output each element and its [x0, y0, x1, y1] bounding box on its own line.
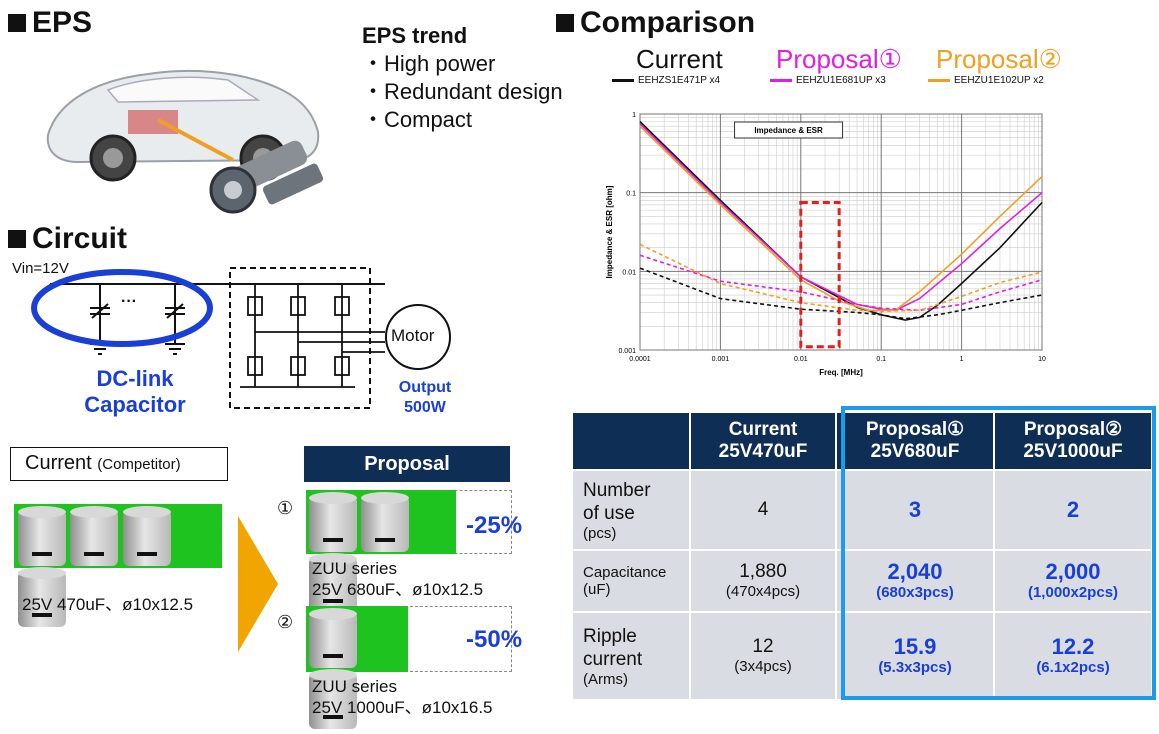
series-line-esr — [639, 267, 1043, 320]
capacitor-icon — [309, 492, 357, 552]
proposal1-capacitor-board — [306, 490, 456, 613]
y-tick-label: 0.001 — [618, 348, 636, 355]
chart-title: Impedance & ESR — [754, 126, 823, 135]
row-header: Ripple current (Arms) — [571, 611, 691, 701]
row-header: Number of use (pcs) — [571, 469, 691, 551]
comparison-table: Current 25V470uF Proposal① 25V680uF Propos… — [571, 411, 1153, 701]
capacitor-icon — [18, 506, 66, 566]
table-cell: 15.9 (5.3x3pcs) — [835, 611, 995, 701]
x-tick-label: 10 — [1038, 356, 1046, 363]
capacitor-icon — [18, 567, 66, 627]
bullet-square-icon — [8, 230, 26, 248]
capacitor-ellipsis: ··· — [121, 293, 137, 310]
table-header-cell: Current 25V470uF — [689, 411, 837, 471]
reduction-percent: -50% — [466, 626, 523, 653]
vin-label: Vin=12V — [12, 260, 69, 277]
arrow-right-icon — [238, 516, 278, 652]
table-header-cell: Proposal① 25V680uF — [835, 411, 995, 471]
x-tick-label: 0.01 — [794, 356, 808, 363]
x-tick-label: 1 — [960, 356, 964, 363]
circuit-diagram — [31, 267, 451, 409]
dc-link-capacitor-label: DC-link Capacitor — [84, 366, 186, 417]
bullet-square-icon — [8, 14, 26, 32]
current-competitor-box: Current (Competitor) — [10, 447, 228, 481]
chart-title-box — [734, 121, 844, 139]
trend-item: ・Redundant design — [362, 79, 563, 104]
x-tick-label: 0.001 — [712, 356, 730, 363]
y-tick-label: 0.1 — [626, 191, 636, 198]
eps-heading: EPS — [8, 6, 92, 40]
table-cell: 2 — [993, 469, 1153, 551]
competitor-capacitor-board — [14, 504, 222, 627]
table-header-cell — [571, 411, 691, 471]
highlight-frequency-box — [799, 200, 841, 349]
eps-trend-title: EPS trend — [362, 23, 468, 48]
table-cell: 2,000 (1,000x2pcs) — [993, 549, 1153, 613]
capacitor-icon — [361, 492, 410, 552]
proposal-option-number: ① — [277, 498, 294, 518]
proposal-option-spec: ZUU series 25V 680uF、ø10x12.5 — [312, 559, 484, 599]
table-row: Capacitance (uF) 1,880 (470x4pcs) 2,040 (6… — [571, 549, 1153, 613]
x-tick-label: 0.0001 — [629, 356, 651, 363]
output-label: Output 500W — [398, 379, 452, 416]
table-header-cell: Proposal② 25V1000uF — [993, 411, 1153, 471]
circuit-heading: Circuit — [8, 222, 127, 256]
proposal-option-spec: ZUU series 25V 1000uF、ø10x16.5 — [312, 677, 493, 717]
legend-current: Current EEHZS1E471P x4 — [612, 44, 723, 86]
legend-proposal1: Proposal① EEHZU1E681UP x3 — [770, 44, 902, 86]
eps-trend-block: EPS trend ・High power ・Redundant design … — [362, 22, 563, 134]
table-cell: 12 (3x4pcs) — [689, 611, 837, 701]
row-header: Capacitance (uF) — [571, 549, 691, 613]
table-cell: 4 — [689, 469, 837, 551]
capacitor-icon — [309, 608, 357, 668]
bullet-square-icon — [556, 14, 574, 32]
capacitor-icon — [122, 506, 171, 566]
series-line-impedance — [639, 125, 1043, 312]
y-tick-label: 0.01 — [622, 269, 636, 276]
y-tick-label: 1 — [632, 112, 636, 119]
trend-item: ・High power — [362, 51, 496, 76]
legend-proposal2: Proposal② EEHZU1E102UP x2 — [928, 44, 1062, 86]
table-header-row: Current 25V470uF Proposal① 25V680uF Propos… — [571, 411, 1153, 471]
x-axis-label: Freq. [MHz] — [819, 368, 863, 377]
legend-swatch — [612, 79, 634, 82]
impedance-esr-chart: 0.0001 0.001 0.01 0.1 1 1010.10.010.001Freq. … — [605, 112, 1046, 377]
proposal2-capacitor-board — [306, 606, 408, 729]
comparison-heading: Comparison — [556, 6, 755, 40]
reduction-percent: -25% — [466, 512, 523, 539]
legend-swatch — [770, 79, 792, 82]
proposal-highlight-frame — [841, 406, 1156, 700]
table-row: Number of use (pcs) 4 3 2 — [571, 469, 1153, 551]
table-cell: 2,040 (680x3pcs) — [835, 549, 995, 613]
table-cell: 3 — [835, 469, 995, 551]
table-row: Ripple current (Arms) 12 (3x4pcs) 15.9 (5.… — [571, 611, 1153, 701]
proposal-option-number: ② — [277, 612, 294, 632]
x-tick-label: 0.1 — [876, 356, 886, 363]
trend-item: ・Compact — [362, 107, 473, 132]
legend-swatch — [928, 79, 950, 82]
motor-label: Motor — [391, 326, 435, 345]
y-axis-label: Impedance & ESR [ohm] — [605, 185, 614, 278]
competitor-spec: 25V 470uF、ø10x12.5 — [22, 595, 194, 614]
series-line-esr — [639, 243, 1043, 313]
proposal-header: Proposal — [304, 446, 510, 482]
capacitor-icon — [309, 553, 357, 613]
table-cell: 1,880 (470x4pcs) — [689, 549, 837, 613]
car-steering-illustration — [46, 69, 324, 214]
capacitor-icon — [70, 506, 119, 566]
series-line-esr — [639, 254, 1043, 312]
plot-area — [639, 113, 1043, 351]
